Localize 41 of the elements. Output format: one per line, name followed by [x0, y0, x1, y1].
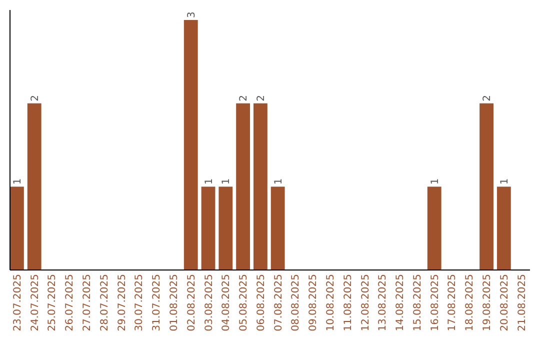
data-label: 1 — [12, 178, 24, 185]
x-tick-label: 04.08.2025 — [221, 274, 232, 332]
x-tick-label: 06.08.2025 — [256, 274, 267, 332]
data-label: 3 — [186, 12, 198, 18]
x-tick-label: 21.08.2025 — [516, 274, 528, 332]
data-label: 1 — [430, 178, 441, 185]
x-tick-label: 11.08.2025 — [342, 274, 354, 332]
x-tick-label: 19.08.2025 — [482, 274, 494, 332]
x-tick-label: 25.07.2025 — [47, 274, 58, 332]
x-tick-label: 28.07.2025 — [99, 274, 110, 332]
x-tick-label: 07.08.2025 — [273, 274, 284, 332]
x-tick-label: 12.08.2025 — [360, 274, 372, 332]
x-tick-label: 03.08.2025 — [204, 274, 215, 332]
x-tick-label: 24.07.2025 — [30, 274, 41, 332]
x-tick-label: 09.08.2025 — [308, 274, 320, 332]
x-tick-label: 30.07.2025 — [134, 274, 146, 332]
x-tick-label: 23.07.2025 — [12, 274, 24, 332]
data-label: 1 — [273, 178, 284, 185]
x-tick-label: 01.08.2025 — [168, 274, 180, 332]
x-tick-label: 16.08.2025 — [430, 274, 441, 332]
data-label: 2 — [238, 94, 250, 102]
data-label: 2 — [482, 94, 494, 102]
x-tick-label: 02.08.2025 — [186, 274, 198, 332]
x-tick-label: 08.08.2025 — [290, 274, 302, 332]
data-label: 2 — [256, 94, 267, 102]
x-tick-label: 18.08.2025 — [464, 274, 476, 332]
data-label: 2 — [30, 94, 41, 102]
x-tick-label: 15.08.2025 — [412, 274, 424, 332]
x-tick-label: 14.08.2025 — [395, 274, 406, 332]
data-label: 1 — [499, 178, 510, 185]
data-label: 1 — [204, 178, 215, 185]
x-tick-label: 26.07.2025 — [64, 274, 76, 332]
x-tick-label: 29.07.2025 — [116, 274, 128, 332]
x-tick-label: 13.08.2025 — [378, 274, 389, 332]
x-tick-label: 17.08.2025 — [447, 274, 458, 332]
x-tick-label: 31.07.2025 — [152, 274, 163, 332]
x-tick-label: 20.08.2025 — [499, 274, 510, 332]
data-label: 1 — [221, 178, 232, 185]
x-tick-label: 27.07.2025 — [82, 274, 94, 332]
x-tick-label: 05.08.2025 — [238, 274, 250, 332]
x-tick-label: 10.08.2025 — [326, 274, 336, 332]
